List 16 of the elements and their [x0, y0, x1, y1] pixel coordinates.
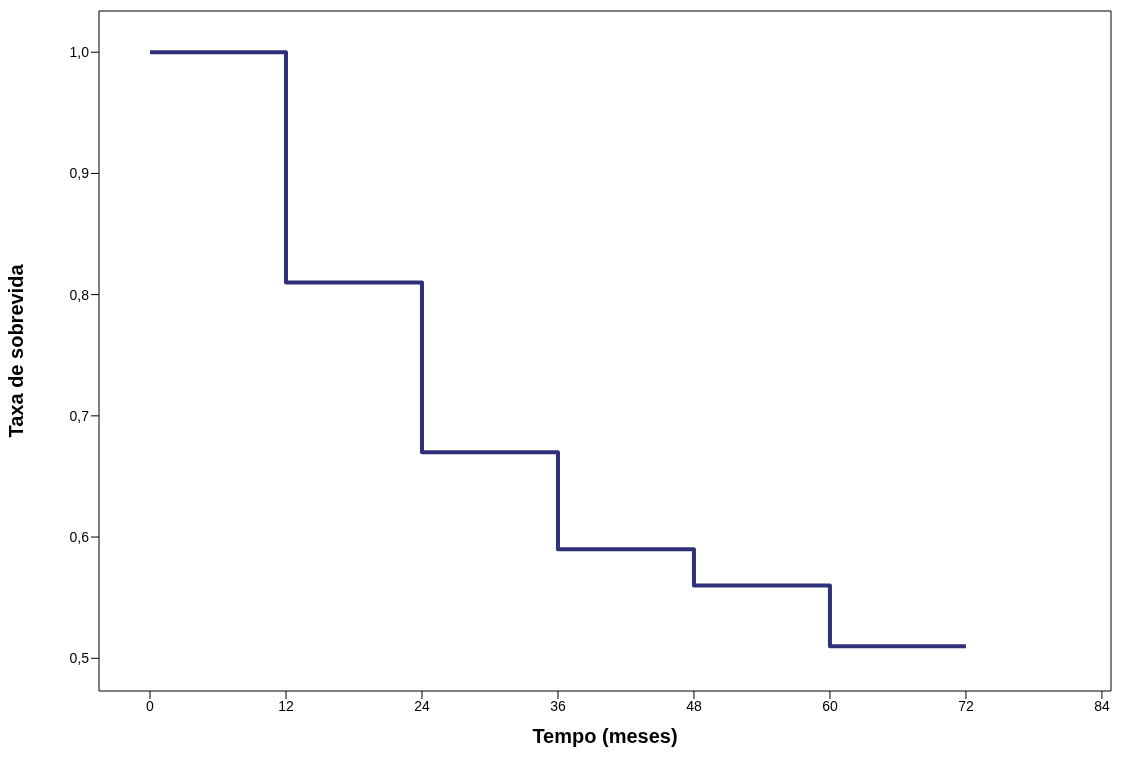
x-tick-label: 0 — [146, 697, 155, 714]
x-tick-label: 72 — [958, 697, 974, 714]
x-tick-label: 48 — [686, 697, 702, 714]
y-tick-label: 0,6 — [69, 529, 90, 546]
x-tick-label: 84 — [1094, 697, 1110, 714]
x-tick-label: 36 — [550, 697, 566, 714]
x-tick-label: 12 — [278, 697, 294, 714]
y-tick-label: 0,7 — [69, 407, 90, 424]
x-tick-label: 60 — [822, 697, 838, 714]
y-tick-label: 0,9 — [69, 165, 90, 182]
x-axis-title: Tempo (meses) — [532, 725, 678, 747]
y-tick-label: 0,5 — [69, 650, 90, 667]
x-tick-label: 24 — [414, 697, 430, 714]
y-tick-label: 0,8 — [69, 286, 90, 303]
y-tick-label: 1,0 — [69, 44, 90, 61]
y-axis-title: Taxa de sobrevida — [5, 263, 28, 438]
